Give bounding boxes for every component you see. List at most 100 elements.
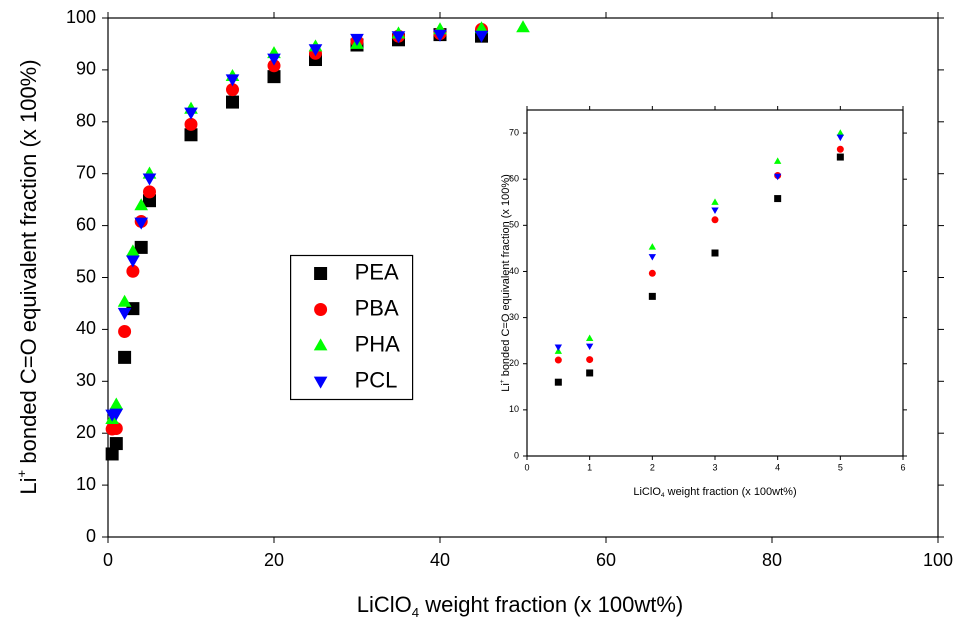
y-tick-label: 70 [509, 127, 519, 137]
marker [648, 243, 657, 250]
y-axis-label-part: + [499, 379, 506, 383]
y-tick-label: 80 [76, 111, 96, 131]
y-tick-label: 30 [509, 312, 519, 322]
marker [711, 198, 719, 205]
marker [109, 422, 123, 436]
y-tick-label: 0 [514, 450, 519, 460]
y-tick-label: 10 [76, 474, 96, 494]
marker [225, 74, 240, 87]
marker [143, 185, 156, 199]
x-tick-label: 6 [900, 462, 905, 472]
marker [433, 29, 447, 42]
marker [184, 117, 198, 131]
x-axis-label: LiClO4 weight fraction (x 100wt%) [633, 486, 796, 499]
marker [142, 173, 157, 186]
marker [109, 408, 124, 421]
x-tick-label: 100 [923, 550, 953, 570]
legend-label: PEA [355, 259, 399, 284]
marker [836, 145, 844, 153]
y-tick-label: 40 [509, 266, 519, 276]
marker [118, 324, 132, 338]
x-axis-label-part: 4 [412, 605, 419, 620]
marker [585, 334, 594, 341]
marker [134, 217, 149, 230]
marker [126, 255, 140, 268]
marker [474, 30, 489, 43]
series [554, 134, 845, 351]
marker [267, 53, 281, 66]
x-tick-label: 2 [650, 462, 655, 472]
marker [554, 356, 562, 364]
y-axis-label-part: + [14, 469, 29, 477]
plot: 0 20 40 60 80 1000102030405060708090100LiClO4… [14, 7, 953, 620]
marker [267, 59, 281, 73]
y-tick-label: 50 [76, 266, 96, 286]
y-axis-label-part: Li [16, 477, 41, 494]
legend-label: PBA [355, 295, 399, 320]
y-tick-label: 20 [76, 422, 96, 442]
marker [126, 244, 140, 257]
x-tick-label: 20 [264, 550, 284, 570]
marker [117, 307, 132, 320]
series [105, 29, 489, 422]
x-tick-label: 60 [596, 550, 616, 570]
marker [184, 128, 198, 142]
marker [554, 344, 563, 351]
legend-marker [313, 338, 328, 351]
marker [774, 195, 782, 203]
legend-marker [313, 376, 328, 389]
marker [711, 207, 719, 214]
y-tick-label: 0 [86, 526, 96, 546]
marker [350, 33, 364, 46]
x-axis-label-part: weight fraction (x 100wt%) [419, 592, 683, 617]
legend-marker [314, 267, 328, 280]
marker [134, 240, 148, 254]
marker [308, 44, 323, 57]
marker [391, 31, 406, 44]
marker [267, 70, 281, 84]
marker [836, 134, 845, 142]
x-tick-label: 3 [712, 462, 717, 472]
marker [648, 269, 656, 277]
x-tick-label: 0 [103, 550, 113, 570]
marker [773, 173, 782, 181]
marker [226, 95, 239, 109]
marker [554, 378, 562, 386]
marker [773, 157, 782, 164]
x-axis-label-part: 4 [661, 492, 665, 499]
y-tick-label: 10 [509, 404, 519, 414]
y-tick-label: 50 [509, 220, 519, 230]
x-axis-label-part: weight fraction (x 100wt%) [665, 486, 797, 498]
plot-frame [526, 109, 904, 457]
marker [105, 447, 119, 461]
marker [648, 254, 657, 261]
y-tick-label: 60 [76, 214, 96, 234]
x-tick-label: 40 [430, 550, 450, 570]
legend-marker [314, 303, 328, 316]
x-tick-label: 0 [524, 462, 529, 472]
y-tick-label: 60 [509, 174, 519, 184]
series [554, 129, 845, 354]
marker [836, 153, 844, 161]
y-tick-label: 20 [509, 358, 519, 368]
marker [117, 294, 132, 307]
marker [134, 198, 149, 211]
marker [711, 249, 719, 257]
marker [474, 21, 489, 34]
x-axis-label-part: LiClO [357, 592, 412, 617]
y-tick-label: 100 [66, 7, 96, 27]
legend-label: PHA [355, 331, 401, 356]
y-axis-label: Li+ bonded C=O equivalent fraction (x 10… [499, 174, 512, 392]
marker [585, 343, 594, 351]
marker [126, 264, 140, 278]
y-axis-label-part: bonded C=O equivalent fraction (x 100%) [16, 59, 41, 469]
x-axis-label: LiClO4 weight fraction (x 100wt%) [357, 592, 683, 620]
marker [226, 83, 239, 97]
legend: PEA PBA PHA PCL [290, 254, 414, 401]
x-tick-label: 4 [775, 462, 780, 472]
marker [109, 437, 123, 451]
legend-frame [290, 254, 414, 401]
series [554, 145, 844, 364]
x-tick-label: 1 [587, 462, 592, 472]
